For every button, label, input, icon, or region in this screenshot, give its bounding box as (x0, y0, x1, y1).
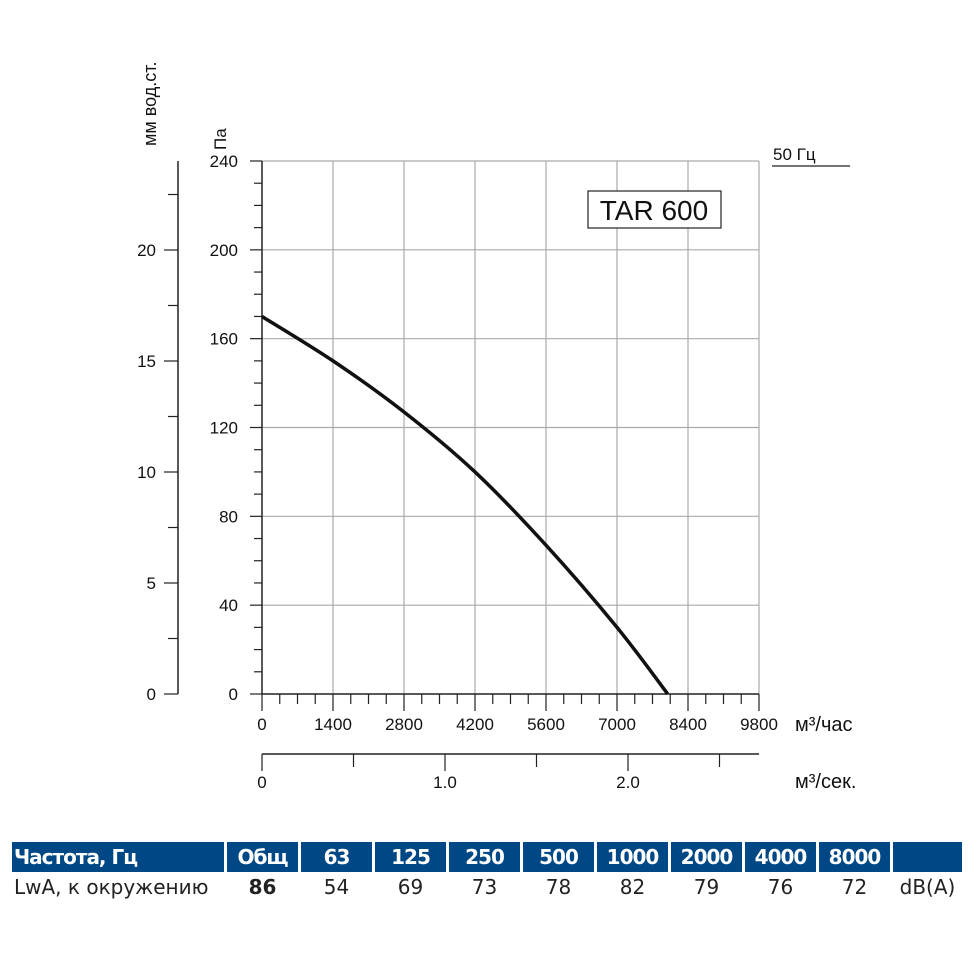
y-tick-label: 240 (210, 152, 238, 171)
header-cell: 63 (301, 842, 372, 872)
sound-power-table: Частота, Гц Общ 63 125 250 500 1000 2000 4000 800… (12, 842, 966, 902)
value-cell: 79 (693, 875, 720, 899)
header-cell: 1000 (597, 842, 668, 872)
header-cell: 250 (449, 842, 520, 872)
x-tick-label: 7000 (598, 715, 636, 734)
y-tick-label: 0 (229, 685, 238, 704)
secondary-y-tick-label: 10 (137, 463, 156, 482)
value-cell: 73 (471, 875, 498, 899)
secondary-x-axis-label: м³/сек. (795, 771, 856, 793)
header-cell: 2000 (671, 842, 742, 872)
secondary-x-tick-label: 0 (257, 773, 266, 792)
secondary-x-tick-label: 2.0 (616, 773, 640, 792)
secondary-y-axis-label: мм вод.ст. (140, 62, 160, 146)
x-tick-label: 2800 (385, 715, 423, 734)
value-cell: 54 (323, 875, 350, 899)
header-cell: 8000 (819, 842, 890, 872)
y-tick-label: 40 (219, 596, 238, 615)
secondary-y-tick-label: 5 (147, 574, 156, 593)
x-tick-label: 4200 (456, 715, 494, 734)
x-tick-label: 9800 (740, 715, 778, 734)
x-tick-label: 0 (257, 715, 266, 734)
x-tick-label: 8400 (669, 715, 707, 734)
x-axis-label: м³/час (795, 714, 853, 736)
y-tick-label: 80 (219, 507, 238, 526)
header-cell: 500 (523, 842, 594, 872)
y-tick-label: 160 (210, 330, 238, 349)
y-tick-label: 120 (210, 419, 238, 438)
secondary-y-tick-label: 20 (137, 241, 156, 260)
fan-curve-line (261, 314, 670, 696)
row-label: LwA, к окружению (14, 875, 209, 899)
x-tick-label: 5600 (527, 715, 565, 734)
header-cell: Общ (227, 842, 298, 872)
y-axis-label: Па (211, 128, 230, 150)
value-cell: 82 (619, 875, 646, 899)
total-value: 86 (248, 875, 277, 899)
value-cell: 69 (397, 875, 424, 899)
value-cell: 72 (841, 875, 868, 899)
header-cell: Частота, Гц (12, 842, 224, 872)
table-header-row: Частота, Гц Общ 63 125 250 500 1000 2000 4000 800… (12, 842, 966, 872)
value-cell: 76 (767, 875, 794, 899)
header-cell: 125 (375, 842, 446, 872)
header-cell: 4000 (745, 842, 816, 872)
y-tick-label: 200 (210, 241, 238, 260)
title-box (587, 190, 722, 229)
secondary-x-tick-label: 1.0 (433, 773, 457, 792)
x-tick-label: 1400 (314, 715, 352, 734)
value-cell: 78 (545, 875, 572, 899)
chart-title: TAR 600 (600, 195, 708, 226)
unit-cell: dB(A) (899, 875, 956, 899)
frequency-label: 50 Гц (773, 145, 816, 164)
header-cell (893, 842, 962, 872)
table-row: LwA, к окружению 86 54 69 73 78 82 79 76 72 dB(A… (12, 872, 966, 902)
secondary-y-tick-label: 0 (147, 685, 156, 704)
secondary-y-tick-label: 15 (137, 352, 156, 371)
